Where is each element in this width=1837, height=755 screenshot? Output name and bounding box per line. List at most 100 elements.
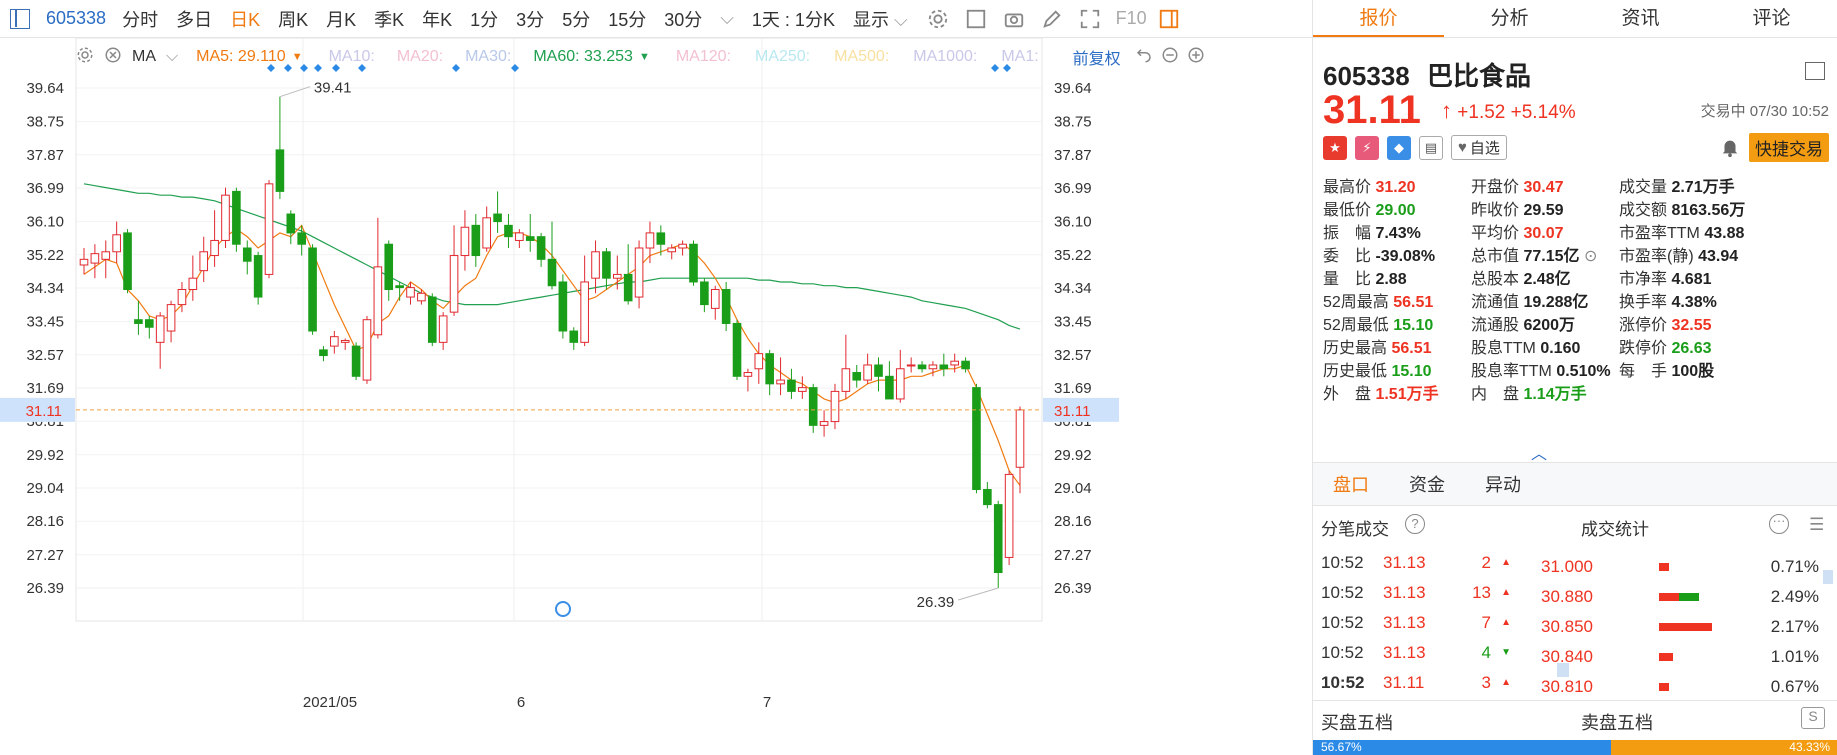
x-tick-label: 7	[763, 694, 771, 711]
period-5min[interactable]: 5分	[562, 9, 591, 30]
caret-down-icon[interactable]: ▼	[638, 51, 650, 63]
more-icon[interactable]: ···	[1769, 514, 1789, 534]
sidebar-toggle-icon[interactable]	[10, 8, 30, 29]
trade-time: 10:52	[1321, 643, 1364, 662]
period-1min[interactable]: 1分	[470, 9, 499, 30]
stat-label: 内 盘	[1471, 386, 1524, 403]
stat-label: 最低价	[1323, 202, 1376, 219]
tab-analysis[interactable]: 分析	[1490, 8, 1529, 29]
close-icon[interactable]	[104, 46, 122, 69]
event-marker[interactable]	[991, 64, 999, 72]
y-tick-label-left: 29.92	[26, 447, 64, 464]
bookmark-icon[interactable]: ▤	[1419, 135, 1443, 160]
period-daily-k[interactable]: 日K	[230, 9, 261, 30]
arrow-up-icon: ↑	[1441, 98, 1452, 123]
period-quarterly-k[interactable]: 季K	[374, 9, 405, 30]
stat-value: 0.160	[1540, 340, 1581, 357]
camera-icon[interactable]	[1002, 7, 1026, 31]
x-tick-label: 6	[517, 694, 525, 711]
scroll-thumb[interactable]	[1557, 663, 1569, 677]
stat-row: 跌停价 26.63	[1619, 337, 1745, 360]
more-icon[interactable]: ⊙	[1579, 248, 1598, 265]
period-3min[interactable]: 3分	[516, 9, 545, 30]
settings-icon[interactable]	[76, 46, 94, 69]
event-marker[interactable]	[284, 64, 292, 72]
stat-row: 52周最高 56.51	[1323, 291, 1439, 314]
help-icon[interactable]: ?	[1405, 514, 1425, 534]
panel-toggle-icon[interactable]	[1157, 7, 1181, 31]
scroll-thumb[interactable]	[1823, 570, 1833, 584]
menu-icon[interactable]	[1805, 62, 1825, 80]
stat-value: 26.63	[1671, 340, 1712, 357]
lightning-icon[interactable]: ⚡	[1355, 135, 1379, 160]
ma500-value: MA500:	[834, 48, 890, 65]
candle-body	[460, 226, 470, 257]
period-weekly-k[interactable]: 周K	[278, 9, 309, 30]
candle-body	[732, 322, 742, 377]
settings-icon[interactable]	[926, 7, 950, 31]
tab-anomaly[interactable]: 异动	[1485, 475, 1521, 495]
period-15min[interactable]: 15分	[608, 9, 647, 30]
candle-body	[232, 190, 241, 245]
tab-comments[interactable]: 评论	[1752, 8, 1791, 29]
event-marker[interactable]	[452, 64, 460, 72]
tag-icon[interactable]: ◆	[1387, 135, 1411, 160]
tab-capital[interactable]: 资金	[1409, 475, 1445, 495]
period-intraday[interactable]: 分时	[122, 9, 159, 30]
undo-icon[interactable]	[1135, 46, 1153, 69]
caret-down-icon[interactable]: ▼	[291, 51, 303, 63]
kline-chart-area[interactable]: 39.64 39.64 38.75 38.75 37.87 37.87 36.99 36.99…	[0, 37, 1312, 755]
trading-status: 交易中 07/30 10:52	[1700, 103, 1829, 120]
period-monthly-k[interactable]: 月K	[326, 9, 357, 30]
candle-body	[743, 372, 753, 377]
adjust-mode-button[interactable]: 前复权	[1072, 51, 1121, 68]
zoom-in-icon[interactable]	[1187, 46, 1205, 69]
range-selector[interactable]: 1天 : 1分K	[751, 9, 835, 30]
period-yearly-k[interactable]: 年K	[422, 9, 453, 30]
buy-ratio: 56.67%	[1313, 740, 1611, 755]
candle-body	[808, 387, 818, 426]
period-30min[interactable]: 30分	[664, 9, 703, 30]
event-marker[interactable]	[511, 64, 519, 72]
layout-icon[interactable]	[964, 7, 988, 31]
stat-percent: 2.17%	[1770, 617, 1819, 636]
candle-body	[558, 281, 568, 332]
panel-tabs: 报价 分析 资讯 评论	[1313, 0, 1837, 38]
bell-icon[interactable]	[1719, 136, 1741, 158]
tag-row: ★ ⚡ ◆ ▤ ♥ 自选	[1323, 135, 1507, 160]
order-book-five: 买盘五档 卖盘五档 S	[1313, 700, 1837, 733]
quick-trade-button[interactable]: 快捷交易	[1749, 133, 1829, 162]
chevron-down-icon[interactable]: ⌵	[166, 48, 179, 65]
event-marker[interactable]	[1003, 64, 1011, 72]
chevron-up-icon[interactable]: ︿	[1531, 446, 1548, 463]
trade-price: 31.13	[1383, 613, 1426, 632]
sell-ratio: 43.33%	[1611, 740, 1837, 755]
zoom-out-icon[interactable]	[1161, 46, 1179, 69]
price-change: ↑ +1.52 +5.14%	[1441, 98, 1576, 124]
tab-news[interactable]: 资讯	[1621, 8, 1660, 29]
stat-row: 每 手 100股	[1619, 360, 1745, 383]
event-marker[interactable]	[358, 64, 366, 72]
list-icon[interactable]: ☰	[1809, 515, 1825, 534]
tab-order-book[interactable]: 盘口	[1333, 475, 1369, 495]
candle-body	[863, 364, 872, 381]
tab-quote[interactable]: 报价	[1313, 0, 1444, 37]
event-marker[interactable]	[314, 64, 322, 72]
period-multiday[interactable]: 多日	[176, 9, 213, 30]
period-more-dropdown[interactable]: ⌵	[720, 8, 734, 28]
fullscreen-icon[interactable]	[1078, 7, 1102, 31]
y-tick-label-right: 32.57	[1054, 347, 1092, 364]
stat-label: 市净率	[1619, 271, 1672, 288]
event-marker[interactable]	[267, 64, 275, 72]
display-menu[interactable]: 显示 ⌵	[853, 6, 908, 32]
stat-label: 外 盘	[1323, 386, 1376, 403]
candle-body	[330, 336, 339, 347]
event-marker[interactable]	[300, 64, 308, 72]
event-marker[interactable]	[332, 64, 340, 72]
draw-pen-icon[interactable]	[1040, 7, 1064, 31]
add-watchlist-button[interactable]: ♥ 自选	[1451, 135, 1507, 160]
chart-toolbar: 605338 分时 多日 日K 周K 月K 季K 年K 1分 3分 5分 15分…	[0, 0, 1312, 38]
expand-icon[interactable]: S	[1801, 707, 1825, 729]
f10-button[interactable]: F10	[1115, 8, 1147, 28]
kline-chart[interactable]: 39.64 39.64 38.75 38.75 37.87 37.87 36.99 36.99…	[0, 37, 1312, 755]
